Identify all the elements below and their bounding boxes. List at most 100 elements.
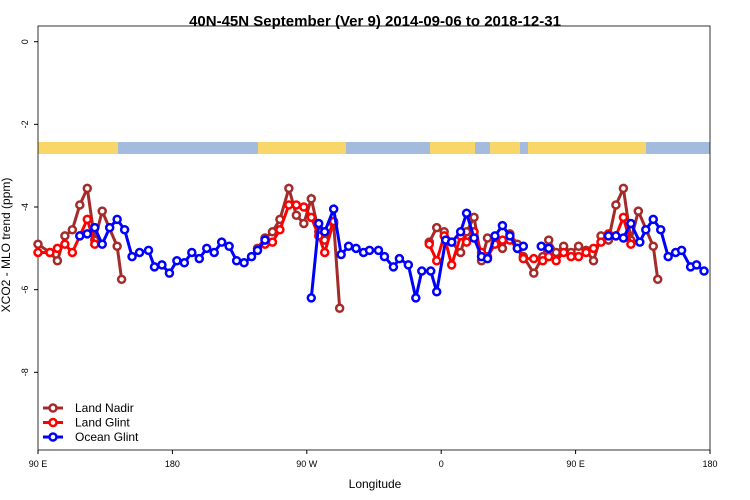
point (394, 253, 405, 264)
x-tick-label: 180 (165, 459, 180, 469)
point (497, 235, 508, 245)
point (373, 245, 384, 256)
point (611, 200, 621, 210)
point (543, 235, 554, 245)
point (469, 212, 479, 223)
point (566, 251, 576, 262)
point (313, 218, 324, 229)
point (490, 231, 500, 241)
point (529, 253, 539, 264)
point (425, 266, 436, 276)
plot-frame (37, 25, 711, 451)
point (267, 237, 278, 247)
point (60, 239, 70, 249)
point (446, 260, 457, 270)
point (581, 247, 591, 258)
point (127, 251, 137, 262)
point (431, 286, 442, 297)
point (482, 233, 493, 243)
point (379, 251, 390, 262)
point (655, 224, 666, 235)
y-tick-label: -6 (20, 286, 30, 294)
point (299, 218, 309, 229)
point (573, 251, 584, 262)
point (89, 239, 100, 249)
point (482, 253, 493, 264)
point (164, 268, 175, 278)
point (252, 245, 263, 256)
point (119, 224, 130, 235)
point (45, 247, 55, 258)
point (551, 247, 561, 258)
point (306, 212, 317, 223)
legend-label: Ocean Glint (75, 430, 139, 444)
point (518, 241, 529, 252)
point (172, 255, 182, 266)
point (537, 255, 548, 266)
point (82, 183, 93, 194)
point (260, 235, 270, 245)
point (187, 247, 197, 258)
point (143, 245, 154, 256)
point (551, 255, 561, 266)
point (388, 262, 399, 272)
point (588, 243, 599, 254)
point (648, 214, 659, 225)
point (431, 255, 442, 266)
point (558, 247, 569, 258)
point (209, 247, 219, 258)
point (536, 241, 547, 252)
point (505, 231, 515, 241)
point (691, 260, 702, 270)
point (663, 251, 673, 262)
point (635, 237, 645, 247)
point (319, 227, 330, 237)
point (33, 239, 43, 249)
point (543, 243, 554, 254)
point (306, 193, 317, 204)
point (224, 241, 234, 252)
point (284, 183, 294, 194)
point (299, 202, 309, 212)
point (291, 210, 302, 221)
point (75, 231, 85, 241)
point (60, 231, 70, 241)
point (291, 200, 302, 210)
point (461, 237, 472, 247)
land-band (258, 142, 346, 154)
x-tick-label: 90 W (296, 459, 318, 469)
point (596, 237, 606, 247)
y-tick-label: -8 (20, 368, 30, 376)
point (336, 249, 346, 260)
legend-label: Land Glint (75, 416, 130, 430)
point (611, 231, 621, 241)
x-tick-label: 0 (439, 459, 444, 469)
point (351, 243, 361, 254)
point (67, 247, 78, 258)
y-tick-label: -2 (20, 120, 30, 128)
point (52, 243, 63, 254)
point (306, 293, 317, 303)
point (676, 245, 687, 256)
point (97, 206, 107, 216)
point (239, 258, 249, 268)
y-tick-label: 0 (20, 39, 30, 44)
point (403, 260, 414, 270)
point (82, 214, 93, 225)
point (194, 253, 205, 264)
point (446, 237, 457, 247)
point (246, 251, 257, 262)
x-tick-label: 90 E (566, 459, 585, 469)
x-tick-label: 90 E (29, 459, 48, 469)
land-band (490, 142, 520, 154)
point (364, 245, 375, 256)
legend-label: Land Nadir (75, 401, 134, 415)
point (518, 253, 529, 264)
point (455, 247, 466, 258)
x-tick-label: 180 (702, 459, 717, 469)
point (588, 255, 599, 266)
point (603, 231, 614, 241)
point (543, 251, 554, 262)
point (641, 224, 651, 235)
land-band (430, 142, 475, 154)
